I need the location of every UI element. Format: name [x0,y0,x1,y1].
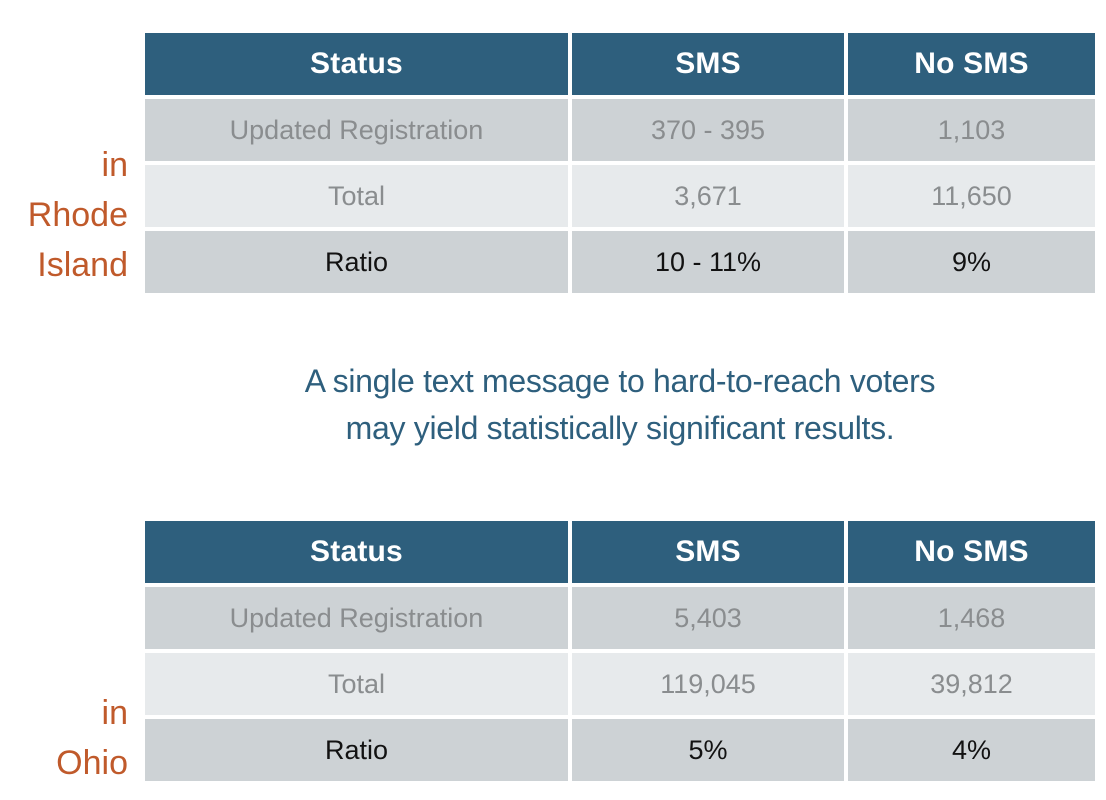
label-line: Ohio [56,744,128,782]
ri-ratio-label: Ratio [145,231,568,293]
rhode-island-label: in Rhode Island [0,140,128,290]
label-line: in [101,146,128,184]
label-line: in [101,694,128,732]
oh-ratio-sms-value: 5% [572,719,844,781]
ri-header-cell-no-sms: No SMS [848,33,1095,95]
oh-total-sms-value: 119,045 [572,653,844,715]
ri-ratio-sms-value: 10 - 11% [572,231,844,293]
ri-total-sms-value: 3,671 [572,165,844,227]
oh-ratio-no-sms-value: 4% [848,719,1095,781]
ri-updated-registration-no-sms-value: 1,103 [848,99,1095,161]
oh-ratio-label: Ratio [145,719,568,781]
ri-updated-registration-sms-value: 370 - 395 [572,99,844,161]
ri-header-cell-sms: SMS [572,33,844,95]
callout-line-1: A single text message to hard-to-reach v… [304,363,936,399]
oh-header-cell-status: Status [145,521,568,583]
oh-header-cell-no-sms: No SMS [848,521,1095,583]
oh-updated-registration-label: Updated Registration [145,587,568,649]
rhode-island-table: Status SMS No SMS Updated Registration 3… [145,33,1095,293]
callout-line-2: may yield statistically significant resu… [345,410,895,446]
ri-total-label: Total [145,165,568,227]
callout-text: A single text message to hard-to-reach v… [145,358,1095,452]
oh-total-label: Total [145,653,568,715]
ri-updated-registration-label: Updated Registration [145,99,568,161]
ri-total-no-sms-value: 11,650 [848,165,1095,227]
oh-updated-registration-sms-value: 5,403 [572,587,844,649]
label-line: Island [37,246,128,284]
oh-header-cell-sms: SMS [572,521,844,583]
ri-header-cell-status: Status [145,33,568,95]
label-line: Rhode [27,196,128,234]
ri-ratio-no-sms-value: 9% [848,231,1095,293]
ohio-table: Status SMS No SMS Updated Registration 5… [145,521,1095,781]
oh-updated-registration-no-sms-value: 1,468 [848,587,1095,649]
oh-total-no-sms-value: 39,812 [848,653,1095,715]
ohio-label: in Ohio [0,688,128,788]
